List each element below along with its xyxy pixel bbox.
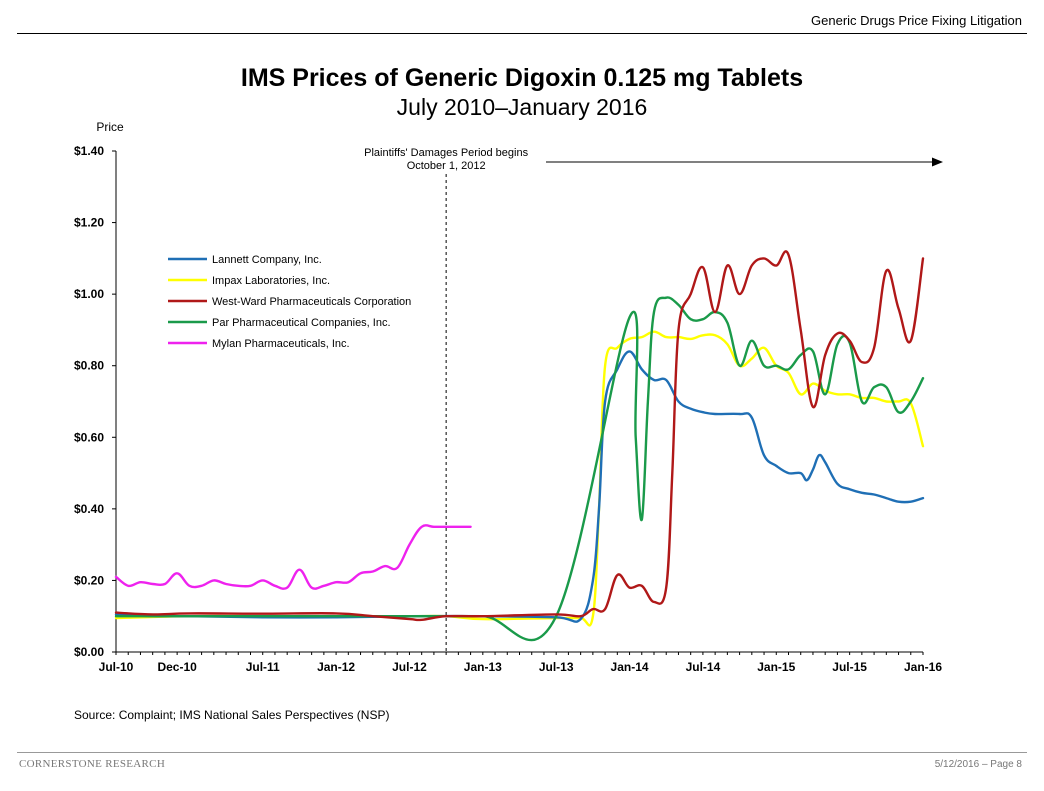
chart-title: IMS Prices of Generic Digoxin 0.125 mg T… [240,64,804,92]
annotation-line-2: October 1, 2012 [407,160,486,172]
y-tick-label: $0.80 [74,359,104,373]
footer-date-page: 5/12/2016 – Page 8 [934,759,1022,770]
y-tick-label: $1.40 [74,144,104,158]
x-tick-label: Jan-14 [611,660,649,674]
legend-label: West-Ward Pharmaceuticals Corporation [212,296,411,308]
series-line-mylan-pharmaceuticals-inc [114,524,472,590]
x-tick-label: Jul-15 [832,660,867,674]
x-tick-label: Jul-12 [392,660,427,674]
y-tick-label: $0.00 [74,645,104,659]
y-tick-label: $1.00 [74,287,104,301]
chart-subtitle: July 2010–January 2016 [396,94,648,120]
x-tick-label: Jul-13 [539,660,574,674]
x-tick-label: Jan-13 [464,660,502,674]
x-tick-label: Jul-14 [686,660,721,674]
x-tick-label: Dec-10 [157,660,197,674]
y-axis: $0.00 $0.20 $0.40 $0.60 $0.80 $1.00 $1.20 $1.40 [74,144,117,659]
y-tick-label: $0.20 [74,573,104,587]
legend-label: Impax Laboratories, Inc. [212,275,330,287]
x-axis: Jul-10 Dec-10 Jul-11 Jan-12 Jul-12 Jan-13 Jul-… [99,651,942,674]
y-axis-label: Price [96,120,124,134]
y-tick-label: $0.60 [74,430,104,444]
legend: Lannett Company, Inc. Impax Laboratories,… [168,254,411,350]
damages-period-annotation: Plaintiffs' Damages Period begins Octobe… [364,147,943,652]
series-line-impax-laboratories-inc [114,330,925,627]
header-title: Generic Drugs Price Fixing Litigation [811,13,1022,28]
series-lines [114,250,925,642]
legend-label: Mylan Pharmaceuticals, Inc. [212,338,350,350]
annotation-line-1: Plaintiffs' Damages Period begins [364,147,528,159]
series-line-lannett-company-inc [114,350,925,623]
x-tick-label: Jul-10 [99,660,134,674]
x-tick-label: Jan-16 [904,660,942,674]
x-tick-label: Jan-15 [757,660,795,674]
x-tick-label: Jan-12 [317,660,355,674]
footer-company: CORNERSTONE RESEARCH [19,758,166,770]
source-note: Source: Complaint; IMS National Sales Pe… [74,708,390,722]
y-tick-label: $0.40 [74,502,104,516]
footer-divider [17,752,1027,753]
legend-label: Lannett Company, Inc. [212,254,322,266]
series-line-west-ward-pharmaceuticals-corporation [114,250,925,622]
x-tick-label: Jul-11 [246,660,280,674]
y-tick-label: $1.20 [74,216,104,230]
annotation-arrow-head [932,157,943,167]
legend-label: Par Pharmaceutical Companies, Inc. [212,317,391,329]
header-divider [17,33,1027,34]
